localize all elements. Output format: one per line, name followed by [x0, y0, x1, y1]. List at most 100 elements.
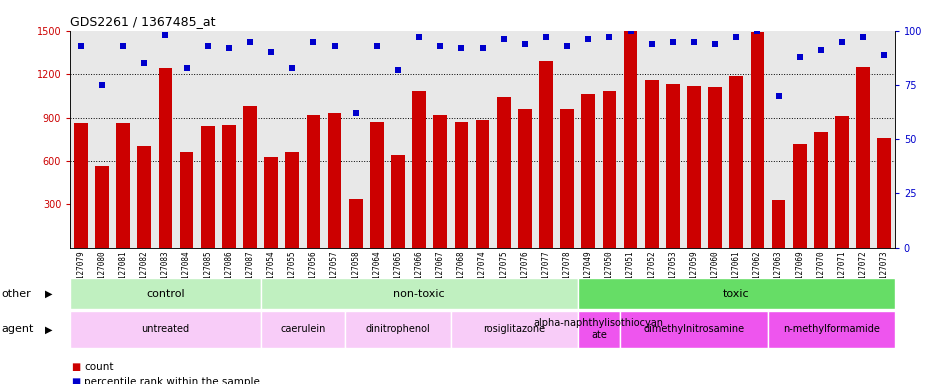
Bar — [370, 122, 384, 248]
Text: toxic: toxic — [723, 289, 749, 299]
Bar — [580, 94, 594, 248]
Text: n-methylformamide: n-methylformamide — [782, 324, 879, 334]
Bar — [285, 152, 299, 248]
Point — [348, 110, 363, 116]
Bar — [180, 152, 193, 248]
Point — [158, 32, 173, 38]
Point — [200, 43, 215, 49]
Text: dinitrophenol: dinitrophenol — [365, 324, 430, 334]
Point — [855, 34, 870, 40]
Bar — [200, 126, 214, 248]
Point — [791, 54, 806, 60]
Point — [369, 43, 384, 49]
Text: ▶: ▶ — [45, 289, 52, 299]
Bar — [70, 278, 260, 309]
Point — [95, 82, 110, 88]
Point — [559, 43, 574, 49]
Bar — [433, 114, 446, 248]
Bar — [242, 106, 256, 248]
Bar — [750, 32, 764, 248]
Text: ▶: ▶ — [45, 324, 52, 334]
Point — [622, 28, 637, 34]
Bar — [644, 80, 658, 248]
Point — [179, 65, 194, 71]
Bar — [116, 123, 130, 248]
Point — [538, 34, 553, 40]
Bar — [578, 278, 894, 309]
Bar — [454, 122, 468, 248]
Text: other: other — [2, 289, 32, 299]
Bar — [578, 311, 620, 348]
Bar — [306, 114, 320, 248]
Point — [580, 36, 595, 43]
Point — [665, 38, 680, 45]
Bar — [856, 67, 869, 248]
Point — [263, 49, 278, 55]
Text: agent: agent — [2, 324, 35, 334]
Point — [644, 41, 659, 47]
Bar — [390, 155, 404, 248]
Bar — [834, 116, 848, 248]
Text: non-toxic: non-toxic — [393, 289, 445, 299]
Bar — [708, 87, 722, 248]
Point — [432, 43, 447, 49]
Point — [728, 34, 743, 40]
Point — [834, 38, 849, 45]
Bar — [771, 200, 784, 248]
Point — [285, 65, 300, 71]
Point — [876, 51, 891, 58]
Point — [517, 41, 532, 47]
Point — [707, 41, 722, 47]
Bar — [623, 31, 636, 248]
Bar — [518, 109, 531, 248]
Point — [812, 47, 827, 53]
Text: caerulein: caerulein — [280, 324, 325, 334]
Point — [115, 43, 130, 49]
Point — [496, 36, 511, 43]
Text: dimethylnitrosamine: dimethylnitrosamine — [643, 324, 744, 334]
Point — [749, 28, 764, 34]
Bar — [412, 91, 426, 248]
Point — [475, 45, 490, 51]
Bar — [158, 68, 172, 248]
Point — [601, 34, 616, 40]
Bar — [496, 97, 510, 248]
Bar — [450, 311, 578, 348]
Bar — [475, 121, 489, 248]
Bar — [686, 86, 700, 248]
Bar — [620, 311, 768, 348]
Point — [305, 38, 320, 45]
Text: count: count — [84, 362, 113, 372]
Point — [686, 38, 701, 45]
Bar — [538, 61, 552, 248]
Bar — [260, 278, 578, 309]
Point — [411, 34, 426, 40]
Text: ■: ■ — [71, 377, 80, 384]
Bar — [602, 91, 616, 248]
Bar — [222, 125, 236, 248]
Bar — [328, 113, 341, 248]
Bar — [876, 138, 890, 248]
Point — [453, 45, 468, 51]
Point — [73, 43, 88, 49]
Point — [390, 67, 405, 73]
Bar — [264, 157, 278, 248]
Bar — [728, 76, 742, 248]
Point — [137, 60, 152, 66]
Text: GDS2261 / 1367485_at: GDS2261 / 1367485_at — [70, 15, 215, 28]
Bar — [813, 132, 826, 248]
Point — [327, 43, 342, 49]
Bar — [560, 109, 574, 248]
Point — [770, 93, 785, 99]
Bar — [260, 311, 344, 348]
Bar — [348, 199, 362, 248]
Bar — [95, 166, 109, 248]
Bar — [70, 311, 260, 348]
Text: percentile rank within the sample: percentile rank within the sample — [84, 377, 260, 384]
Text: untreated: untreated — [141, 324, 189, 334]
Text: alpha-naphthylisothiocyan
ate: alpha-naphthylisothiocyan ate — [534, 318, 663, 340]
Text: ■: ■ — [71, 362, 80, 372]
Bar — [138, 146, 151, 248]
Bar — [344, 311, 450, 348]
Bar — [665, 84, 679, 248]
